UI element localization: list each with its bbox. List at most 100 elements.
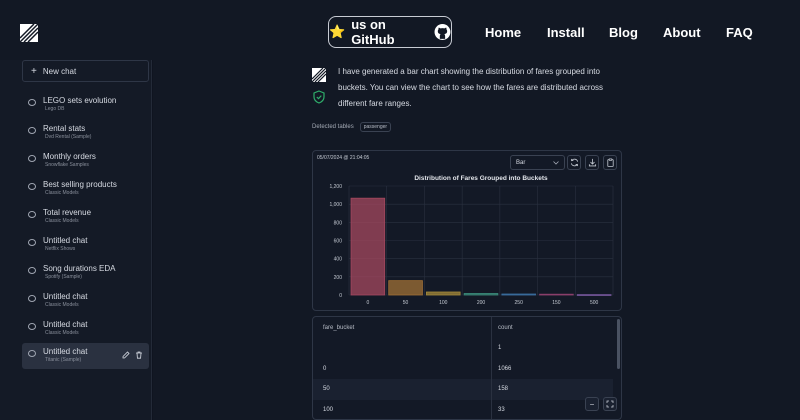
chat-source: Classic Models: [45, 218, 79, 224]
chat-text: Best selling products Classic Models: [43, 179, 117, 197]
chat-bubble-icon: [28, 183, 36, 190]
top-header: ⭐ us on GitHub Home Install Blog About F…: [0, 0, 800, 60]
chat-item[interactable]: Best selling products Classic Models: [22, 176, 149, 202]
chevron-down-icon: [553, 160, 559, 165]
x-tick-label: 250: [515, 300, 524, 306]
chat-title: LEGO sets evolution: [43, 96, 117, 105]
new-chat-label: New chat: [42, 66, 77, 76]
x-tick-label: 0: [366, 300, 369, 306]
bar-chart: Distribution of Fares Grouped into Bucke…: [329, 175, 614, 306]
header-fare-bucket: fare_bucket: [323, 324, 355, 331]
column-divider: [491, 378, 492, 400]
table-row: 1: [313, 337, 613, 359]
chat-text: Total revenue Classic Models: [43, 207, 91, 225]
chat-source: Titanic (Sample): [45, 357, 82, 363]
chat-text: LEGO sets evolution Lego DB: [43, 95, 116, 113]
chat-title: Total revenue: [43, 208, 92, 217]
copy-button[interactable]: [603, 155, 617, 170]
edit-icon[interactable]: [122, 351, 130, 359]
chat-item[interactable]: Rental stats Dvd Rental (Sample): [22, 120, 149, 146]
minimize-button[interactable]: −: [585, 397, 599, 411]
chat-bubble-icon: [28, 155, 36, 162]
chat-title: Untitled chat: [43, 292, 88, 301]
chat-bubble-icon: [28, 211, 36, 218]
nav-faq[interactable]: FAQ: [726, 25, 753, 40]
chat-text: Untitled chat Titanic (Sample): [43, 346, 87, 364]
nav-install[interactable]: Install: [547, 25, 585, 40]
assistant-avatar-icon: [312, 68, 326, 82]
minus-icon: −: [589, 399, 595, 409]
expand-button[interactable]: [603, 397, 617, 411]
chat-title: Rental stats: [43, 124, 86, 133]
github-icon: [434, 24, 451, 40]
chat-text: Untitled chat Classic Models: [43, 291, 87, 309]
chat-bubble-icon: [28, 295, 36, 302]
refresh-button[interactable]: [567, 155, 581, 170]
chat-source: Lego DB: [45, 106, 65, 112]
chat-item[interactable]: Total revenue Classic Models: [22, 204, 149, 230]
chat-bubble-icon: [28, 323, 36, 330]
chat-text: Rental stats Dvd Rental (Sample): [43, 123, 91, 141]
table-row: 0 1066: [313, 358, 613, 379]
chat-bubble-icon: [28, 127, 36, 134]
table-header-row: fare_bucket count: [313, 317, 613, 338]
download-icon: [588, 158, 596, 167]
chat-item[interactable]: Untitled chat Classic Models: [22, 288, 149, 314]
chart-title: Distribution of Fares Grouped into Bucke…: [414, 175, 548, 182]
table-row: 100 33: [313, 399, 613, 419]
chat-text: Song durations EDA Spotify (Sample): [43, 263, 116, 281]
cell-count: 1066: [498, 365, 512, 372]
x-tick-label: 150: [552, 300, 561, 306]
x-tick-label: 500: [590, 300, 599, 306]
y-tick-label: 0: [339, 293, 342, 299]
chat-source: Spotify (Sample): [45, 274, 82, 280]
detected-tables-label: Detected tables: [312, 124, 354, 130]
github-label: us on GitHub: [351, 17, 395, 47]
column-divider: [491, 337, 492, 359]
chat-title: Monthly orders: [43, 152, 96, 161]
y-tick-label: 800: [334, 220, 343, 226]
nav-blog[interactable]: Blog: [609, 25, 638, 40]
github-star-button[interactable]: ⭐ us on GitHub: [328, 16, 452, 48]
chat-item[interactable]: Song durations EDA Spotify (Sample): [22, 260, 149, 286]
trash-icon[interactable]: [135, 351, 143, 359]
chat-source: Dvd Rental (Sample): [45, 134, 92, 140]
app-logo-icon[interactable]: [20, 24, 38, 42]
y-tick-label: 400: [334, 257, 343, 263]
chat-item[interactable]: Untitled chat Netflix Shows: [22, 232, 149, 258]
chat-item[interactable]: Untitled chat Titanic (Sample): [22, 343, 149, 369]
item-actions: [122, 351, 143, 359]
chat-title: Untitled chat: [43, 320, 88, 329]
table-row: 50 158: [313, 378, 613, 400]
y-tick-label: 200: [334, 275, 343, 281]
column-divider: [491, 399, 492, 419]
chat-title: Song durations EDA: [43, 264, 116, 273]
chart-card: 05/07/2024 @ 21:04:05 Bar Distribution o…: [312, 150, 622, 311]
chat-title: Best selling products: [43, 180, 117, 189]
results-table: 100 33 50 158 0 1066 1 fare_bucket count −: [312, 316, 622, 420]
y-tick-label: 1,000: [329, 202, 342, 208]
chat-source: Classic Models: [45, 190, 79, 196]
table-scrollbar[interactable]: [617, 319, 620, 369]
new-chat-button[interactable]: + New chat: [22, 60, 149, 82]
nav-home[interactable]: Home: [485, 25, 522, 40]
bar: [388, 280, 423, 296]
download-button[interactable]: [585, 155, 599, 170]
cell-count: 33: [498, 406, 505, 413]
chat-item[interactable]: Monthly orders Snowflake Samples: [22, 148, 149, 174]
chat-item[interactable]: Untitled chat Classic Models: [22, 316, 149, 342]
chart-type-select[interactable]: Bar: [510, 155, 565, 170]
nav-about[interactable]: About: [663, 25, 701, 40]
column-divider: [491, 317, 492, 338]
cell-fare-bucket: 50: [323, 386, 330, 392]
x-tick-label: 50: [403, 300, 409, 306]
chart-timestamp: 05/07/2024 @ 21:04:05: [317, 155, 370, 161]
bar: [463, 293, 499, 296]
chat-item[interactable]: LEGO sets evolution Lego DB: [22, 92, 149, 118]
chat-bubble-icon: [28, 267, 36, 274]
table-tag[interactable]: passenger: [359, 122, 392, 132]
bar: [350, 197, 386, 296]
chat-source: Classic Models: [45, 302, 79, 308]
detected-tables: Detected tables passenger: [312, 122, 392, 132]
cell-count: 1: [498, 345, 502, 351]
